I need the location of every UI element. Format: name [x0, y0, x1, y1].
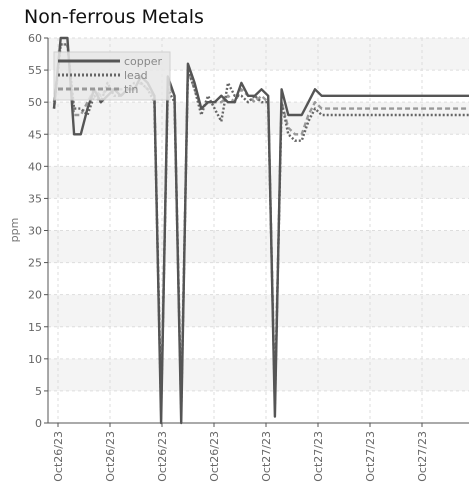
y-tick-label: 25 [28, 257, 42, 270]
chart-title: Non-ferrous Metals [24, 6, 204, 28]
legend-label-tin: tin [124, 83, 138, 96]
series-line-tin [52, 43, 469, 405]
x-tick-label: Oct27/23 [260, 431, 273, 482]
legend-label-lead: lead [124, 69, 148, 82]
y-tick-label: 10 [28, 353, 42, 366]
y-tick-label: 55 [28, 64, 42, 77]
grid-band [48, 294, 469, 327]
grid-band [48, 166, 469, 199]
y-tick-label: 0 [35, 417, 42, 430]
x-tick-label: Oct26/23 [156, 431, 169, 482]
legend-label-copper: copper [124, 55, 163, 68]
y-tick-label: 15 [28, 321, 42, 334]
grid-band [48, 230, 469, 263]
x-tick-label: Oct27/23 [312, 431, 325, 482]
y-tick-label: 45 [28, 128, 42, 141]
y-axis-label: ppm [8, 218, 21, 243]
y-tick-label: 35 [28, 192, 42, 205]
y-tick-label: 20 [28, 289, 42, 302]
y-tick-label: 30 [28, 225, 42, 238]
grid-band [48, 358, 469, 391]
grid-band [48, 102, 469, 135]
x-tick-label: Oct27/23 [364, 431, 377, 482]
x-tick-label: Oct26/23 [52, 431, 65, 482]
series-line-lead [52, 43, 469, 412]
x-tick-label: Oct26/23 [208, 431, 221, 482]
y-tick-label: 50 [28, 96, 42, 109]
x-tick-label: Oct26/23 [104, 431, 117, 482]
y-tick-label: 40 [28, 160, 42, 173]
y-tick-label: 5 [35, 385, 42, 398]
y-tick-label: 60 [28, 32, 42, 45]
x-tick-label: Oct27/23 [416, 431, 429, 482]
